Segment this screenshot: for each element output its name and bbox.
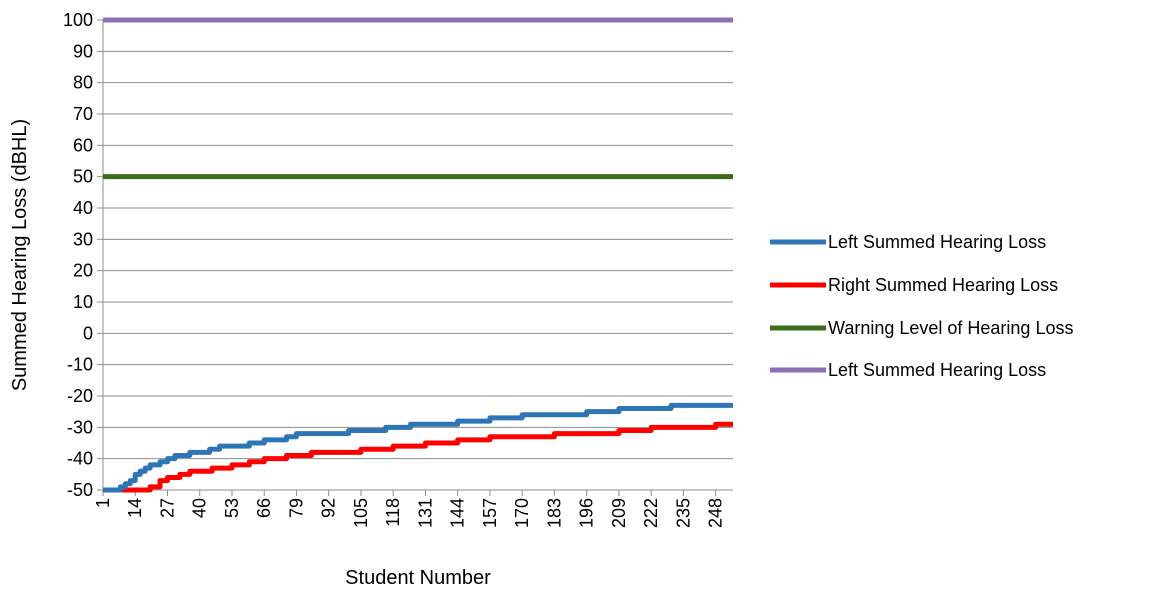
x-tick-label: 144 — [448, 498, 468, 528]
y-tick-label: 30 — [73, 229, 93, 249]
x-tick-label: 131 — [415, 498, 435, 528]
series-line — [103, 402, 733, 493]
y-tick-label: 20 — [73, 261, 93, 281]
x-tick-label: 118 — [383, 498, 403, 527]
series-lines — [103, 17, 733, 493]
x-tick-label: 157 — [480, 498, 500, 528]
x-tick-label: 222 — [641, 498, 661, 528]
x-tick-label: 66 — [254, 498, 274, 518]
x-tick-label: 1 — [93, 498, 113, 508]
x-tick-label: 248 — [706, 498, 726, 528]
x-tick-label: 40 — [190, 498, 210, 518]
gridlines — [103, 19, 733, 491]
y-tick-label: 70 — [73, 104, 93, 124]
x-tick-labels: 1 14 27 40 53 66 79 92 105 118 131 144 157 170 183 196 2… — [93, 490, 726, 528]
x-tick-label: 170 — [512, 498, 532, 528]
x-tick-label: 92 — [319, 498, 339, 518]
y-tick-label: -30 — [67, 417, 93, 437]
y-tick-label: 40 — [73, 198, 93, 218]
y-tick-label: 100 — [63, 10, 93, 30]
x-tick-label: 183 — [544, 498, 564, 528]
x-tick-label: 53 — [222, 498, 242, 518]
x-tick-label: 209 — [609, 498, 629, 528]
x-tick-label: 14 — [125, 498, 145, 518]
y-tick-label: 80 — [73, 73, 93, 93]
y-tick-label: 60 — [73, 135, 93, 155]
legend-label: Warning Level of Hearing Loss — [828, 318, 1073, 338]
y-tick-label: -10 — [67, 355, 93, 375]
x-tick-label: 79 — [286, 498, 306, 518]
y-tick-label: -50 — [67, 480, 93, 500]
x-tick-label: 27 — [157, 498, 177, 518]
legend: Left Summed Hearing Loss Right Summed Hea… — [770, 232, 1073, 380]
x-tick-label: 196 — [577, 498, 597, 528]
axes — [102, 20, 733, 491]
x-tick-label: 235 — [673, 498, 693, 528]
y-tick-label: -20 — [67, 386, 93, 406]
x-tick-label: 105 — [351, 498, 371, 528]
legend-label: Left Summed Hearing Loss — [828, 360, 1046, 380]
y-tick-label: 90 — [73, 41, 93, 61]
y-tick-label: 10 — [73, 292, 93, 312]
y-axis-title: Summed Hearing Loss (dBHL) — [9, 119, 31, 391]
y-tick-label: 0 — [83, 323, 93, 343]
series-line — [103, 421, 733, 493]
legend-label: Left Summed Hearing Loss — [828, 232, 1046, 252]
legend-label: Right Summed Hearing Loss — [828, 275, 1058, 295]
y-tick-label: -40 — [67, 449, 93, 469]
x-axis-title: Student Number — [345, 567, 491, 589]
y-tick-label: 50 — [73, 167, 93, 187]
